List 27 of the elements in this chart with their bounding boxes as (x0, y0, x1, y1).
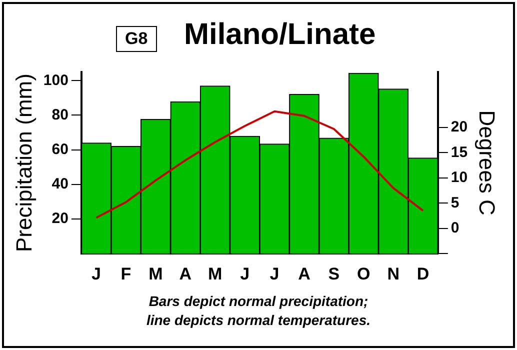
y2-tick-label: 10 (450, 169, 468, 186)
x-tick-label: N (387, 264, 400, 284)
y2-tick-label: 5 (450, 194, 460, 212)
x-tick-label: J (270, 264, 280, 284)
y-tick-label: 100 (43, 72, 68, 89)
y2-tick-label: 15 (450, 144, 468, 161)
y-tick-label: 20 (52, 210, 68, 228)
y-axis-title: Precipitation (mm) (11, 74, 36, 252)
y2-tick-label: 20 (450, 118, 468, 136)
y2-axis-title: Degrees C (474, 110, 500, 216)
x-tick-label: F (120, 264, 132, 284)
x-tick-label: J (92, 264, 102, 284)
y2-tick-label: 0 (450, 220, 460, 237)
x-tick-label: A (179, 264, 192, 284)
x-tick-label: D (416, 264, 430, 284)
x-tick-label: M (208, 264, 222, 284)
y-tick-label: 40 (52, 176, 68, 193)
x-tick-label: M (148, 264, 163, 284)
x-tick-label: O (357, 264, 370, 284)
text: Bars depict normal precipitation; line depicts normal temperatures. (145, 292, 372, 330)
y-tick-label: 80 (52, 106, 68, 124)
x-tick-label: A (298, 264, 310, 284)
chart-title: Milano/Linate (184, 18, 376, 52)
text: G8 (116, 26, 157, 52)
x-tick-label: J (240, 264, 250, 284)
x-tick-label: S (328, 264, 340, 284)
y-tick-label: 60 (52, 140, 68, 158)
